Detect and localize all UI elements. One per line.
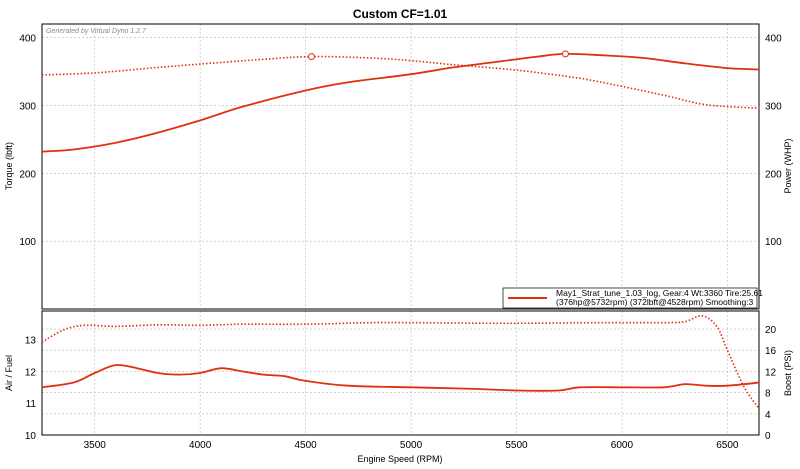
bottom-panel-grid [42,311,759,435]
boost-tick-label: 0 [765,431,771,442]
torque-axis-label: Torque (lbft) [4,142,14,190]
torque-peak-marker [308,53,316,61]
afr-boost-panel: 10 11 12 13 0 4 8 12 16 20 Air / Fuel Boost (PSI… [4,310,793,442]
legend-box [502,287,758,309]
torque-tick-label: 400 [19,34,36,45]
power-tick-label: 300 [765,101,782,112]
power-peak-marker [561,50,569,58]
torque-tick-label: 100 [19,237,36,248]
afr-axis-label: Air / Fuel [4,355,14,391]
watermark-text: Generated by Virtual Dyno 1.2.7 [46,28,147,35]
chart-title: Custom CF=1.01 [353,7,448,21]
rpm-axis-ticks: 3500 4000 4500 5000 5500 6000 6500 [84,440,739,451]
x-tick-label: 4500 [294,440,317,451]
top-panel-grid [42,24,759,309]
torque-tick-label: 300 [19,101,36,112]
boost-series-line [41,314,760,409]
power-tick-label: 100 [765,237,782,248]
boost-tick-label: 20 [765,325,777,336]
rpm-axis-label: Engine Speed (RPM) [357,454,442,464]
torque-axis-ticks: 100 200 300 400 [19,34,36,249]
afr-axis-ticks: 10 11 12 13 [25,336,37,442]
legend-line-2: (376hp@5732rpm) (372lbft@4528rpm) Smooth… [556,297,754,307]
x-tick-label: 5000 [400,440,423,451]
afr-boost-series [41,314,760,409]
legend: May1_Strat_tune_1.03_log, Gear:4 Wt:3360… [502,287,763,309]
boost-tick-label: 12 [765,367,777,378]
torque-power-series [41,50,760,153]
boost-tick-label: 4 [765,410,771,421]
power-series-line [41,52,760,153]
torque-power-panel: Generated by Virtual Dyno 1.2.7 100 200 30… [4,23,793,310]
x-tick-label: 4000 [189,440,212,451]
afr-tick-label: 10 [25,431,37,442]
legend-line-1: May1_Strat_tune_1.03_log, Gear:4 Wt:3360… [556,288,763,298]
torque-series-line [41,55,760,109]
bottom-panel-frame [41,310,760,436]
x-tick-label: 6500 [716,440,739,451]
boost-tick-label: 8 [765,389,771,400]
torque-tick-label: 200 [19,169,36,180]
afr-tick-label: 11 [26,399,37,410]
x-tick-label: 5500 [505,440,528,451]
afr-tick-label: 12 [25,367,37,378]
boost-axis-label: Boost (PSI) [783,350,793,396]
afr-series-line [41,364,760,392]
boost-axis-ticks: 0 4 8 12 16 20 [765,325,777,442]
x-tick-label: 3500 [84,440,107,451]
power-tick-label: 400 [765,34,782,45]
power-tick-label: 200 [765,169,782,180]
power-axis-label: Power (WHP) [783,138,793,193]
x-tick-label: 6000 [611,440,634,451]
afr-tick-label: 13 [25,336,37,347]
power-axis-ticks: 100 200 300 400 [765,34,782,249]
top-panel-frame [41,23,760,310]
boost-tick-label: 16 [765,346,777,357]
